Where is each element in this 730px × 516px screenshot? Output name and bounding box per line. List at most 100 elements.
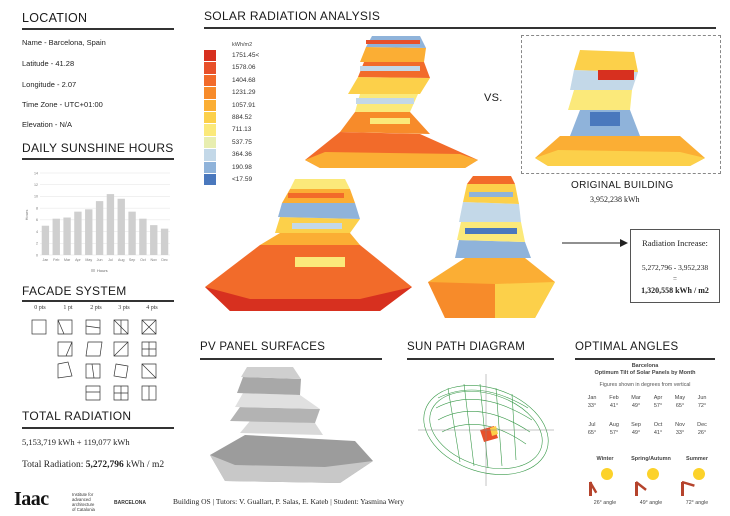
- legend-swatch: [204, 174, 216, 186]
- institute-line: Institute for: [72, 492, 94, 497]
- angle-month: Nov: [675, 422, 685, 428]
- facade-panel: [85, 341, 103, 357]
- location-timezone: Time Zone - UTC+01:00: [22, 100, 103, 109]
- sunshine-bar: [95, 201, 104, 255]
- sunshine-ylabel: Hours: [24, 210, 29, 221]
- sunshine-xtick: Feb: [53, 258, 59, 262]
- facade-column-label: 2 pts: [90, 305, 102, 311]
- sunshine-bar: [85, 209, 93, 255]
- pv-rule: [200, 358, 382, 360]
- increase-box: [630, 229, 720, 303]
- sunpath-diagram: [418, 374, 554, 486]
- legend-label: 537.75: [232, 138, 252, 146]
- angle-value: 57°: [653, 403, 663, 409]
- season-angle: 49° angle: [639, 500, 663, 506]
- sunshine-bar: [139, 218, 147, 255]
- location-name: Name - Barcelona, Spain: [22, 38, 106, 47]
- panel-post: [589, 482, 592, 496]
- institute-text: Institute for advanced architecture of C…: [72, 492, 95, 512]
- sunshine-heading: DAILY SUNSHINE HOURS: [22, 141, 174, 155]
- angle-value: 72°: [697, 403, 707, 409]
- legend-swatch: [204, 74, 216, 87]
- facade-panel: [113, 363, 129, 379]
- proposed-building-perspective: [205, 179, 412, 311]
- total-sum: 5,153,719 kWh + 119,077 kWh: [22, 437, 130, 447]
- legend-swatch: [204, 136, 216, 149]
- legend-label: 884.52: [232, 114, 252, 121]
- legend-label: 1231.29: [232, 89, 256, 97]
- angle-month: Sep: [631, 422, 641, 428]
- legend-swatch: [204, 62, 216, 74]
- sunshine-xtick: Oct: [140, 258, 146, 262]
- sunshine-xtick: Dec: [161, 258, 168, 262]
- angle-value: 49°: [631, 403, 641, 409]
- facade-rule: [22, 300, 174, 302]
- sunshine-xtick: Aug: [118, 258, 124, 262]
- facade-panel: [57, 319, 73, 335]
- panel-post: [681, 482, 684, 496]
- angle-month: Mar: [631, 395, 641, 401]
- sunshine-bar: [128, 211, 136, 255]
- facade-heading: FACADE SYSTEM: [22, 284, 127, 298]
- facade-panel: [141, 385, 157, 401]
- facade-diagram: [31, 319, 157, 401]
- facade-panel: [85, 319, 101, 335]
- original-building: [535, 50, 705, 166]
- sun-icon: [693, 468, 705, 480]
- facade-panel: [85, 363, 101, 379]
- legend-label: 1751.45<: [232, 52, 260, 59]
- season-name: Summer: [685, 456, 708, 462]
- angle-value: 41°: [609, 403, 619, 409]
- original-building-frame: [521, 35, 721, 174]
- angle-value: 41°: [653, 430, 663, 436]
- sun-icon: [647, 468, 659, 480]
- location-longitude: Longitude - 2.07: [22, 80, 77, 89]
- legend-unit: kWh/m2: [232, 42, 253, 48]
- institute-line: architecture: [72, 502, 95, 507]
- panel-line: [588, 481, 598, 494]
- sunshine-legend-swatch: [91, 269, 95, 272]
- iaac-logo: Iaac: [14, 488, 49, 510]
- season-angle: 26° angle: [593, 500, 617, 506]
- angle-month: Apr: [653, 395, 663, 401]
- location-elevation: Elevation - N/A: [22, 120, 73, 129]
- solar-heading: SOLAR RADIATION ANALYSIS: [204, 9, 381, 23]
- angle-month: Oct: [653, 422, 663, 428]
- legend-label: 1404.68: [232, 76, 256, 84]
- sunshine-rule: [22, 158, 174, 160]
- total-heading: TOTAL RADIATION: [22, 409, 132, 423]
- facade-panel: [85, 385, 101, 401]
- sunpath-heading: SUN PATH DIAGRAM: [407, 341, 526, 353]
- pv-heading: PV PANEL SURFACES: [200, 341, 326, 353]
- sunshine-bar: [74, 211, 82, 255]
- sunshine-xtick: Jun: [97, 258, 103, 262]
- sunshine-gridlines: [40, 172, 170, 256]
- solar-rule: [204, 27, 716, 29]
- sun-panel-icon: [588, 468, 613, 496]
- footer-city: BARCELONA: [114, 500, 146, 506]
- facade-panel: [57, 341, 73, 357]
- legend-label: 1578.06: [232, 64, 256, 72]
- increase-formula: 5,272,796 - 3,952,238: [641, 263, 709, 272]
- sun-icon: [601, 468, 613, 480]
- facade-panel: [141, 319, 157, 335]
- facade-panel: [113, 385, 129, 401]
- season-name: Spring/Autumn: [631, 456, 671, 462]
- sunshine-bar: [41, 225, 50, 255]
- sunshine-ytick: 8: [36, 206, 38, 210]
- location-rule: [22, 28, 174, 30]
- footer-credits: Building OS | Tutors: V. Guallart, P. Sa…: [173, 497, 404, 506]
- facade-column-label: 1 pt: [63, 305, 73, 311]
- angles-note: Figures shown in degrees from vertical: [599, 382, 691, 388]
- sunshine-ytick: 12: [34, 183, 38, 187]
- sunshine-xtick: Sep: [129, 258, 135, 262]
- sunshine-xtick: Apr: [75, 258, 81, 262]
- total-radiation-line: Total Radiation: 5,272,796 kWh / m2: [22, 460, 164, 470]
- angle-month: Aug: [609, 422, 619, 428]
- proposed-building-top: [305, 36, 478, 168]
- panel-post: [635, 482, 638, 496]
- sunshine-bars: [41, 194, 169, 255]
- total-unit: kWh / m2: [126, 460, 165, 470]
- season-angle: 72° angle: [685, 500, 709, 506]
- original-value: 3,952,238 kWh: [590, 195, 640, 204]
